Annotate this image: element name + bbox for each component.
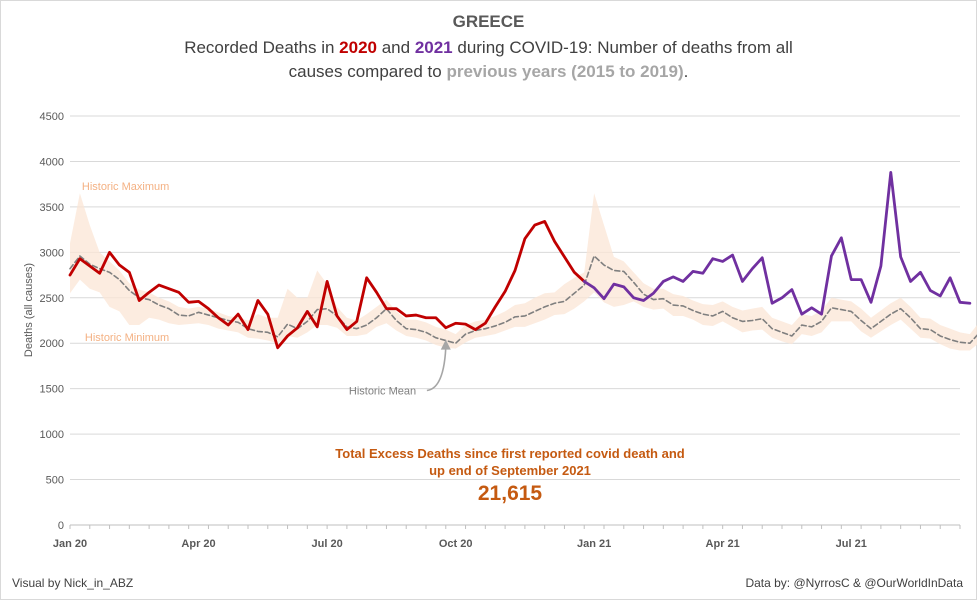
visual-credit: Visual by Nick_in_ABZ: [12, 576, 134, 590]
y-tick-label: 2000: [40, 338, 64, 350]
x-tick-label: Jan 21: [577, 538, 611, 550]
historic-band-area: [70, 193, 977, 351]
grid-lines: [70, 115, 960, 481]
y-tick-label: 0: [58, 520, 64, 532]
historic-mean-arrowhead: [440, 339, 451, 350]
subtitle-text-1: Recorded Deaths in: [184, 38, 340, 57]
series-lines: [68, 170, 977, 350]
chart-subtitle-line-2: causes compared to previous years (2015 …: [0, 62, 977, 82]
y-tick-label: 1500: [40, 384, 64, 396]
historic-range-band: [70, 193, 977, 351]
series-2021-line: [582, 170, 972, 316]
historic-minimum-label: Historic Minimum: [85, 332, 169, 344]
subtitle-text-4: causes compared to: [288, 62, 447, 81]
subtitle-text-3: during COVID-19: Number of deaths from a…: [452, 38, 793, 57]
x-tick-label: Apr 20: [181, 538, 215, 550]
y-axis-label: Deaths (all causes): [23, 263, 35, 357]
y-tick-label: 4000: [40, 156, 64, 168]
excess-deaths-value: 21,615: [477, 482, 543, 505]
chart-title: GREECE: [452, 12, 525, 31]
x-tick-label: Jul 21: [836, 538, 867, 550]
x-axis: Jan 20 Apr 20 Jul 20 Oct 20 Jan 21 Apr 21 Jul …: [53, 524, 961, 550]
y-tick-label: 2500: [40, 293, 64, 305]
data-credit: Data by: @NyrrosC & @OurWorldInData: [745, 576, 963, 590]
y-tick-label: 1000: [40, 429, 64, 441]
subtitle-text-2: and: [377, 38, 415, 57]
y-axis: 0 500 1000 1500 2000 2500 3000 3500 4000 4500: [40, 111, 64, 532]
subtitle-previous-years: previous years (2015 to 2019): [446, 62, 684, 81]
y-tick-label: 3000: [40, 247, 64, 259]
excess-deaths-caption-line-1: Total Excess Deaths since first reported…: [335, 446, 685, 461]
subtitle-text-5: .: [683, 62, 689, 81]
historic-mean-label: Historic Mean: [349, 385, 416, 397]
y-tick-label: 3500: [40, 202, 64, 214]
series-2020-line: [68, 220, 586, 350]
subtitle-year-2021: 2021: [414, 38, 453, 57]
subtitle-year-2020: 2020: [339, 38, 377, 57]
chart-subtitle-line-1: Recorded Deaths in 2020 and 2021 during …: [0, 38, 977, 58]
y-tick-label: 4500: [40, 111, 64, 123]
annotations: Historic Maximum Historic Minimum Historic…: [82, 181, 451, 397]
historic-mean-arrow: [426, 347, 447, 392]
x-tick-label: Apr 21: [706, 538, 740, 550]
excess-deaths-caption-line-2: up end of September 2021: [429, 463, 591, 478]
x-tick-label: Jan 20: [53, 538, 87, 550]
historic-maximum-label: Historic Maximum: [82, 181, 169, 193]
x-tick-label: Jul 20: [312, 538, 343, 550]
y-tick-label: 500: [46, 475, 64, 487]
x-tick-label: Oct 20: [439, 538, 473, 550]
